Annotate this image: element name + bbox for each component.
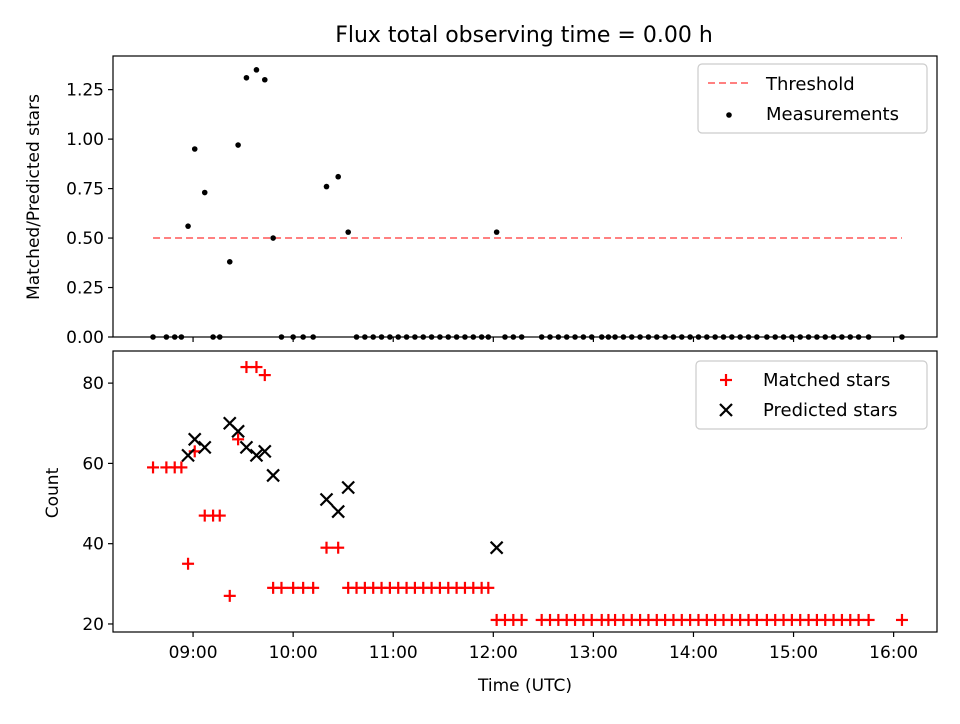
measurement-point (235, 142, 241, 148)
matched-stars-point (182, 557, 195, 570)
predicted-stars-point (489, 540, 504, 555)
matched-stars-point (250, 361, 263, 374)
bottom-panel-y-axis-label: Count (43, 467, 63, 518)
measurement-point (253, 67, 260, 73)
matched-stars-point (320, 541, 333, 554)
x-tick-label: 14:00 (669, 643, 718, 663)
measurement-point (191, 146, 198, 152)
y-tick-label: 0.50 (66, 229, 104, 249)
top-panel-y-axis-label: Matched/Predicted stars (24, 94, 44, 300)
predicted-stars-point (258, 444, 272, 459)
y-tick-label: 80 (82, 374, 104, 394)
x-tick-label: 13:00 (569, 643, 618, 663)
bottom-panel-legend: Matched stars Predicted stars (695, 360, 928, 430)
measurement-point (335, 173, 341, 180)
top-panel: Flux total observing time = 0.00 h Match… (24, 23, 938, 348)
y-tick-label: 40 (82, 535, 104, 555)
top-panel-title: Flux total observing time = 0.00 h (335, 23, 713, 48)
bottom-panel-marks (147, 361, 908, 626)
measurement-point (185, 223, 191, 229)
y-tick-label: 0.25 (66, 279, 104, 299)
matched-stars-point (297, 581, 310, 594)
top-panel-marks (150, 67, 905, 340)
predicted-stars-point (239, 440, 254, 455)
matched-stars-point (213, 509, 226, 522)
matched-stars-point (240, 361, 253, 374)
top-panel-axes: 0.00 0.25 0.50 0.75 1.00 1.25 (66, 81, 895, 348)
predicted-stars-point (181, 448, 195, 463)
x-tick-label: 10:00 (269, 643, 318, 663)
predicted-stars-point (187, 432, 202, 447)
y-tick-label: 60 (82, 454, 104, 474)
matched-stars-point (332, 541, 345, 554)
measurement-point (493, 229, 500, 235)
x-tick-label: 09:00 (169, 643, 218, 663)
measurement-point (243, 74, 250, 81)
x-tick-label: 11:00 (369, 643, 418, 663)
predicted-stars-point (319, 492, 334, 507)
measurement-point (226, 259, 233, 265)
top-panel-frame (112, 55, 938, 338)
bottom-panel-frame (112, 350, 938, 633)
matched-stars-point (258, 369, 271, 382)
matched-stars-point (750, 613, 763, 626)
matched-stars-point (275, 581, 288, 594)
matched-stars-point (862, 613, 875, 626)
predicted-stars-point (341, 480, 355, 495)
predicted-stars-point (266, 468, 280, 483)
y-tick-label: 0.75 (66, 180, 104, 200)
measurement-point (323, 183, 330, 190)
bottom-panel: Count Time (UTC) 20 40 60 80 09:00 10:00 11:00… (43, 350, 938, 696)
bottom-legend-box (695, 360, 928, 430)
y-tick-label: 20 (82, 615, 104, 635)
top-panel-legend: Threshold Measurements (697, 63, 928, 134)
matched-stars-point (287, 581, 300, 594)
x-tick-label: 16:00 (869, 643, 918, 663)
top-legend-box (697, 63, 928, 134)
measurements-legend-label: Measurements (766, 104, 899, 125)
matched-stars-point (585, 613, 598, 626)
matched-stars-point (895, 613, 908, 626)
matched-stars-point (515, 613, 528, 626)
threshold-legend-label: Threshold (765, 74, 855, 95)
measurement-point (345, 229, 351, 235)
predicted-stars-legend-swatch (719, 403, 733, 417)
matched-stars-point (147, 461, 160, 474)
measurements-legend-swatch (726, 112, 732, 118)
matched-stars-point (232, 433, 245, 446)
predicted-stars-point (249, 448, 264, 463)
bottom-panel-x-axis-label: Time (UTC) (477, 676, 572, 696)
predicted-stars-legend-label: Predicted stars (763, 400, 897, 421)
measurement-point (270, 235, 276, 241)
measurement-point (201, 189, 208, 196)
x-tick-label: 12:00 (469, 643, 518, 663)
matched-stars-point (307, 581, 320, 594)
y-tick-label: 1.00 (66, 130, 104, 150)
predicted-stars-point (231, 424, 245, 439)
matched-stars-point (175, 461, 188, 474)
matched-stars-legend-label: Matched stars (763, 370, 890, 391)
measurement-point (261, 76, 268, 83)
bottom-panel-axes: 20 40 60 80 09:00 10:00 11:00 12:00 13:00 14:00 15… (82, 374, 918, 663)
x-tick-label: 15:00 (769, 643, 818, 663)
matched-stars-point (852, 613, 865, 626)
matched-stars-legend-swatch (720, 374, 732, 386)
matched-stars-point (223, 589, 236, 602)
predicted-stars-point (197, 440, 212, 455)
matched-stars-point (482, 581, 495, 594)
y-tick-label: 1.25 (66, 81, 104, 101)
predicted-stars-point (331, 504, 345, 519)
y-tick-label: 0.00 (66, 328, 104, 348)
